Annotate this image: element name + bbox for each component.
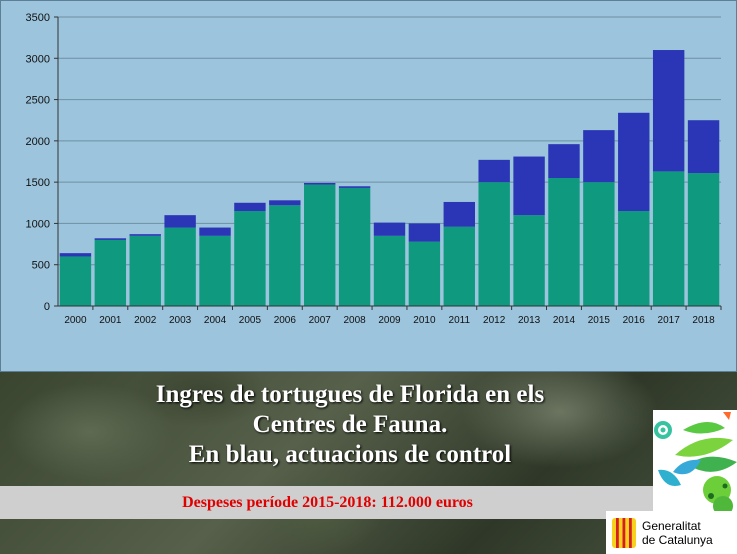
cost-strip: Despeses període 2015-2018: 112.000 euro… <box>0 486 655 519</box>
bar-segment-control-2012 <box>478 159 510 183</box>
x-tick-label: 2008 <box>343 315 366 326</box>
x-tick-label: 2009 <box>378 315 401 326</box>
chart-panel: 0 500 1000 1500 2000 2500 3000 3500 2000 2001 2002… <box>0 0 737 372</box>
x-tick-label: 2012 <box>483 315 506 326</box>
generalitat-logo: Generalitat de Catalunya <box>606 511 737 554</box>
bar-segment-ingress-2002 <box>129 235 161 306</box>
x-tick-label: 2005 <box>239 315 262 326</box>
bar-segment-control-2011 <box>443 201 475 227</box>
bar-segment-control-2007 <box>304 182 336 185</box>
y-tick-label: 1500 <box>26 177 50 189</box>
bar-segment-ingress-2005 <box>234 211 266 306</box>
x-tick-label: 2011 <box>449 315 471 326</box>
y-tick-label: 3500 <box>26 12 50 24</box>
bar-segment-ingress-2009 <box>373 235 406 306</box>
caption-line-2: Centres de Fauna. <box>252 411 448 438</box>
chart-caption: Ingres de tortugues de Florida en els Ce… <box>0 380 700 470</box>
bar-segment-control-2008 <box>338 186 371 188</box>
y-tick-label: 0 <box>44 301 50 313</box>
y-tick-label: 3000 <box>26 53 50 65</box>
caption-line-3: En blau, actuacions de control <box>188 441 512 468</box>
bar-segment-ingress-2000 <box>59 256 92 306</box>
x-tick-label: 2015 <box>588 315 611 326</box>
bar-segment-control-2004 <box>199 227 231 236</box>
x-tick-label: 2013 <box>518 315 541 326</box>
x-tick-label: 2010 <box>413 315 436 326</box>
bar-segment-ingress-2016 <box>618 211 650 306</box>
bars-layer <box>59 50 720 306</box>
bar-segment-ingress-2003 <box>164 227 196 306</box>
bar-segment-control-2013 <box>513 156 545 216</box>
logo-line-2: de Catalunya <box>642 533 713 547</box>
bar-segment-ingress-2018 <box>687 173 720 306</box>
bar-segment-ingress-2017 <box>652 171 685 306</box>
cost-note: Despeses període 2015-2018: 112.000 euro… <box>182 494 473 511</box>
bar-segment-ingress-2001 <box>94 239 127 306</box>
bar-segment-ingress-2014 <box>548 178 580 306</box>
bar-segment-control-2017 <box>652 50 685 172</box>
nature-logo-icon <box>653 410 737 520</box>
bar-segment-control-2006 <box>269 200 301 206</box>
logo-line-1: Generalitat <box>642 519 701 533</box>
x-tick-label: 2004 <box>204 315 227 326</box>
x-tick-label: 2017 <box>658 315 681 326</box>
x-tick-label: 2000 <box>64 315 87 326</box>
bar-segment-control-2000 <box>59 253 92 257</box>
x-tick-label: 2006 <box>274 315 297 326</box>
x-tick-label: 2001 <box>99 315 122 326</box>
x-tick-label: 2014 <box>553 315 576 326</box>
logo-wordmark: Generalitat de Catalunya <box>642 519 713 547</box>
x-tick-label: 2007 <box>309 315 332 326</box>
bar-segment-control-2014 <box>548 144 580 179</box>
x-tick-label: 2018 <box>692 315 715 326</box>
y-tick-label: 500 <box>32 260 50 272</box>
bar-segment-control-2016 <box>618 112 650 212</box>
bar-segment-ingress-2013 <box>513 215 545 306</box>
bar-segment-ingress-2015 <box>583 182 615 306</box>
bar-segment-ingress-2012 <box>478 182 510 306</box>
stacked-bar-chart: 0 500 1000 1500 2000 2500 3000 3500 2000 2001 2002… <box>26 12 722 326</box>
caption-line-1: Ingres de tortugues de Florida en els <box>155 381 545 408</box>
y-tick-label: 2500 <box>26 95 50 107</box>
axis-layer: 0 500 1000 1500 2000 2500 3000 3500 2000 2001 2002… <box>26 12 722 326</box>
x-tick-label: 2003 <box>169 315 192 326</box>
bar-segment-control-2002 <box>129 234 161 236</box>
bar-segment-control-2015 <box>583 130 615 183</box>
bar-segment-ingress-2007 <box>304 184 336 306</box>
bar-segment-ingress-2004 <box>199 235 231 306</box>
bar-segment-control-2010 <box>408 223 441 242</box>
y-tick-label: 2000 <box>26 136 50 148</box>
senyera-icon <box>612 518 636 548</box>
x-tick-label: 2016 <box>623 315 646 326</box>
x-tick-label: 2002 <box>134 315 157 326</box>
bar-segment-ingress-2011 <box>443 226 475 306</box>
y-tick-label: 1000 <box>26 218 50 230</box>
bar-segment-control-2009 <box>373 222 406 236</box>
bar-segment-ingress-2008 <box>338 187 371 306</box>
bar-segment-ingress-2010 <box>408 241 441 306</box>
bar-segment-ingress-2006 <box>269 205 301 306</box>
bar-segment-control-2003 <box>164 215 196 228</box>
bar-segment-control-2018 <box>687 120 720 174</box>
bar-segment-control-2001 <box>94 238 127 240</box>
bar-segment-control-2005 <box>234 202 266 212</box>
